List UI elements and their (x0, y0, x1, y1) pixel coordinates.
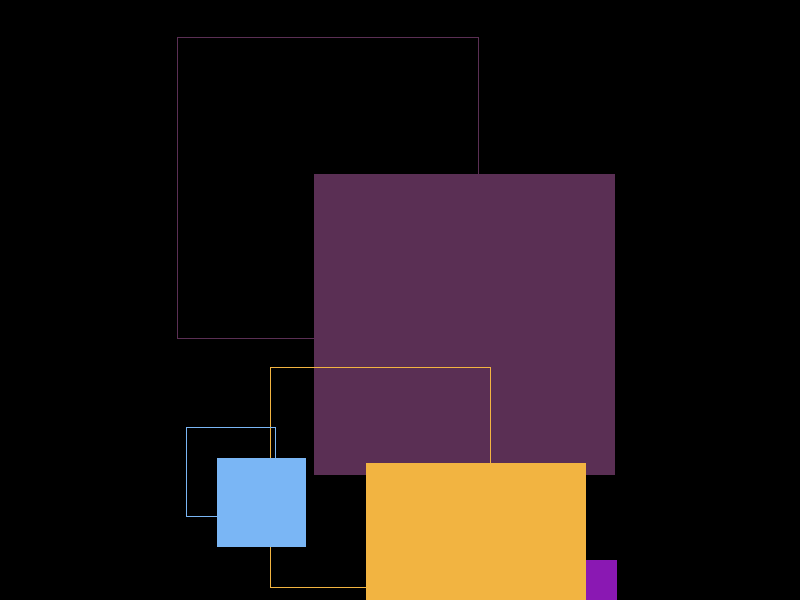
orange-filled-square (366, 463, 586, 600)
blue-filled-square (217, 458, 306, 547)
violet-filled-square (586, 560, 617, 600)
purple-filled-square (314, 174, 615, 475)
